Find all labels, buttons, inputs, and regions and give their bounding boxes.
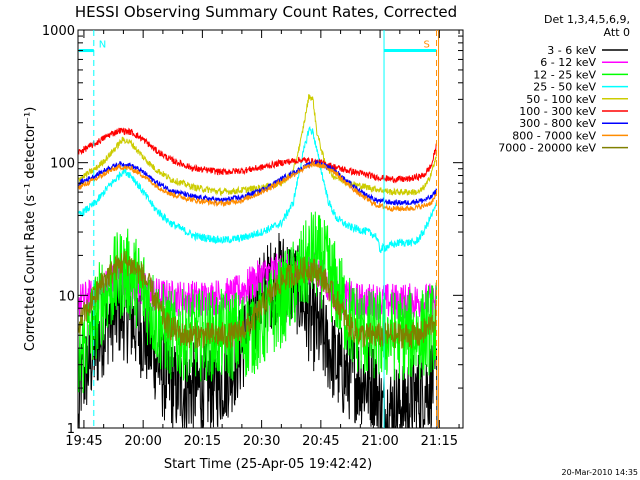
y-tick-label: 1000	[42, 24, 75, 39]
legend-label-4: 25 - 50 keV	[533, 81, 596, 94]
y-axis: 1 10 100 1000	[42, 24, 463, 437]
y-tick-label: 100	[50, 157, 75, 172]
plot-frame	[77, 29, 464, 429]
series-line-8	[78, 160, 438, 213]
series-line-9	[78, 251, 438, 349]
series-line-6	[78, 127, 437, 184]
legend-label-1: 3 - 6 keV	[547, 44, 596, 57]
legend-label-6: 100 - 300 keV	[519, 105, 596, 118]
legend-label-8: 800 - 7000 keV	[512, 129, 596, 142]
legend-label-9: 7000 - 20000 keV	[498, 142, 596, 155]
flag-label-s: S	[424, 40, 430, 51]
x-tick-label: 21:15	[421, 434, 458, 449]
footer-timestamp: 20-Mar-2010 14:35	[562, 468, 639, 477]
x-tick-label: 19:45	[65, 434, 102, 449]
legend-header-2: Att 0	[604, 26, 630, 39]
x-tick-label: 21:00	[361, 434, 398, 449]
x-tick-label: 20:30	[243, 434, 280, 449]
y-axis-label: Corrected Count Rate (s⁻¹ detector⁻¹)	[23, 107, 38, 352]
plot-area	[77, 29, 464, 429]
chart-title: HESSI Observing Summary Count Rates, Cor…	[75, 3, 457, 21]
y-tick-label: 1	[67, 422, 75, 437]
series-line-3	[78, 211, 438, 394]
legend-label-2: 6 - 12 keV	[540, 56, 596, 69]
x-tick-label: 20:15	[184, 434, 221, 449]
x-tick-label: 20:45	[302, 434, 339, 449]
y-tick-label: 10	[58, 289, 75, 304]
legend-label-7: 300 - 800 keV	[519, 117, 596, 130]
legend-header-1: Det 1,3,4,5,6,9,	[544, 13, 630, 26]
series-line-4	[78, 125, 438, 254]
x-axis: 19:45 20:00 20:15 20:30 20:45 21:00 21:15	[65, 30, 460, 449]
flag-label-n: N	[99, 40, 106, 51]
x-axis-label: Start Time (25-Apr-05 19:42:42)	[164, 457, 372, 472]
series-layer	[78, 93, 438, 430]
x-tick-label: 20:00	[124, 434, 161, 449]
legend-label-3: 12 - 25 keV	[533, 68, 596, 81]
legend-label-5: 50 - 100 keV	[526, 93, 596, 106]
